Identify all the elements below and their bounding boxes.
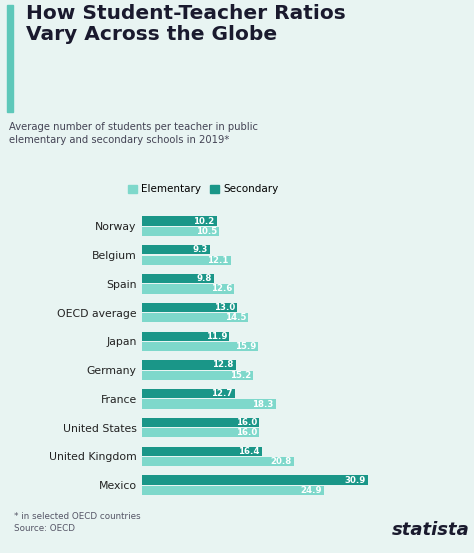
Text: 9.8: 9.8 <box>196 274 212 283</box>
Bar <box>142 371 254 380</box>
Text: 14.5: 14.5 <box>225 313 246 322</box>
Text: 12.8: 12.8 <box>212 361 234 369</box>
Bar <box>142 227 219 236</box>
Bar <box>142 313 248 322</box>
Text: 30.9: 30.9 <box>345 476 366 484</box>
Bar <box>142 476 368 484</box>
Text: 15.2: 15.2 <box>230 371 251 380</box>
Bar <box>142 245 210 254</box>
Bar <box>142 274 214 283</box>
Text: * in selected OECD countries
Source: OECD: * in selected OECD countries Source: OEC… <box>14 512 141 534</box>
Text: How Student-Teacher Ratios
Vary Across the Globe: How Student-Teacher Ratios Vary Across t… <box>26 4 346 44</box>
Text: 12.7: 12.7 <box>211 389 233 398</box>
Text: 12.1: 12.1 <box>207 255 228 265</box>
Text: 24.9: 24.9 <box>301 486 322 495</box>
Text: 16.0: 16.0 <box>236 429 257 437</box>
Text: 18.3: 18.3 <box>253 400 274 409</box>
Text: 12.6: 12.6 <box>211 284 232 294</box>
Bar <box>142 457 294 466</box>
Bar <box>142 255 231 265</box>
Text: 13.0: 13.0 <box>214 303 235 312</box>
Text: 11.9: 11.9 <box>206 332 227 341</box>
Text: 20.8: 20.8 <box>271 457 292 466</box>
Bar <box>142 447 262 456</box>
Bar <box>142 399 276 409</box>
Text: 9.3: 9.3 <box>192 246 208 254</box>
Bar <box>142 389 235 398</box>
Bar <box>142 418 259 427</box>
Text: Average number of students per teacher in public
elementary and secondary school: Average number of students per teacher i… <box>9 122 258 145</box>
Text: 10.5: 10.5 <box>196 227 217 236</box>
Bar <box>142 428 259 437</box>
Bar <box>142 332 229 341</box>
Bar <box>142 361 236 369</box>
Text: statista: statista <box>392 521 469 540</box>
Bar <box>142 216 217 226</box>
Bar <box>7 5 13 112</box>
Text: 15.9: 15.9 <box>235 342 256 351</box>
Bar <box>142 486 324 495</box>
Text: 10.2: 10.2 <box>193 217 215 226</box>
Bar <box>142 303 237 312</box>
Legend: Elementary, Secondary: Elementary, Secondary <box>124 180 283 199</box>
Bar <box>142 342 258 351</box>
Text: 16.4: 16.4 <box>238 447 260 456</box>
Text: 16.0: 16.0 <box>236 418 257 427</box>
Bar <box>142 284 234 294</box>
